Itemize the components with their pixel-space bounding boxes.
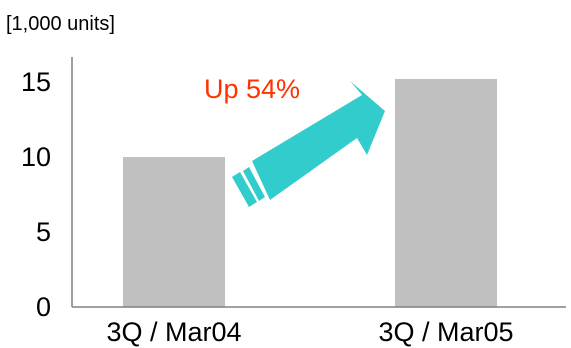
y-tick-label: 10 [21, 142, 51, 172]
category-labels: 3Q / Mar04 3Q / Mar05 [106, 317, 513, 347]
y-tick-label: 15 [21, 67, 51, 97]
arrow-stripe [232, 172, 257, 207]
bar [123, 157, 225, 307]
y-tick-label: 0 [36, 292, 51, 322]
bars [123, 79, 497, 307]
growth-annotation: Up 54% [204, 74, 300, 104]
arrow-stripe [243, 167, 265, 201]
bar [395, 79, 497, 307]
unit-label: [1,000 units] [6, 13, 115, 35]
y-tick-label: 5 [36, 217, 51, 247]
y-tick-labels: 0 5 10 15 [21, 67, 51, 322]
category-label: 3Q / Mar05 [378, 317, 513, 347]
arrow-body [252, 81, 385, 200]
category-label: 3Q / Mar04 [106, 317, 241, 347]
growth-arrow-icon [232, 81, 385, 207]
